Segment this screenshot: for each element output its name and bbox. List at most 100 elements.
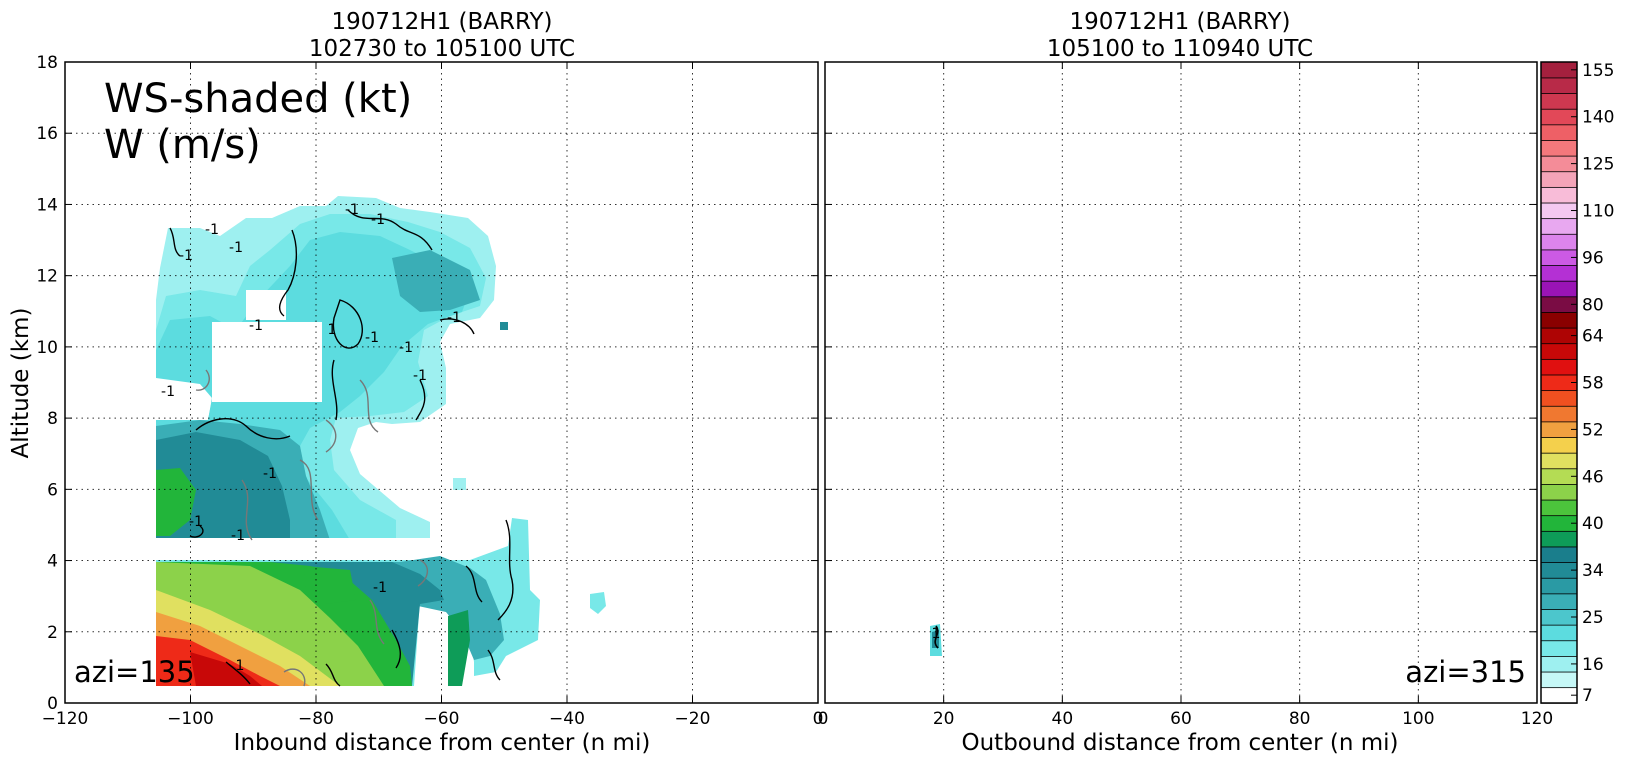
colorbar-tick-label: 52 — [1582, 420, 1604, 440]
w-contour — [487, 649, 501, 681]
colorbar-segment — [1540, 640, 1578, 657]
colorbar-segment — [1540, 264, 1578, 282]
w-contour — [189, 525, 204, 538]
w-contour — [391, 629, 402, 669]
right-x-axis-label: Outbound distance from center (n mi) — [962, 730, 1399, 756]
w-contour — [325, 419, 337, 453]
contour-label: -1 — [413, 368, 427, 384]
right-panel: 190712H1 (BARRY) 105100 to 110940 UTC — [930, 9, 1313, 656]
y-tick-label: 8 — [47, 409, 58, 429]
w-contour — [225, 661, 251, 685]
colorbar-segment — [1540, 624, 1578, 642]
isolated-fragment-3 — [500, 322, 508, 330]
x-tick-label: −20 — [675, 709, 711, 729]
contour-label: 1 — [236, 658, 245, 674]
w-contour — [299, 459, 319, 521]
y-tick-label: 6 — [47, 480, 58, 500]
isolated-fragment-1 — [590, 592, 606, 614]
w-contour — [195, 369, 210, 391]
w-contour — [325, 663, 341, 687]
colorbar-tick-label: 25 — [1582, 608, 1604, 628]
colorbar-tick-label: 40 — [1582, 514, 1604, 534]
w-contour — [417, 559, 428, 587]
colorbar-segment — [1540, 77, 1578, 94]
contour-label: 1 — [328, 322, 337, 338]
colorbar-tick-label: 16 — [1582, 655, 1604, 675]
w-contour — [278, 229, 298, 317]
colorbar-segment — [1540, 483, 1578, 501]
y-tick-label: 10 — [36, 338, 58, 358]
contour-label: -1 — [447, 310, 461, 326]
colorbar-segment — [1540, 124, 1578, 141]
w-contour — [241, 479, 253, 541]
contour-label: -1 — [231, 528, 245, 544]
colorbar-segment — [1540, 311, 1578, 329]
x-tick-label: −40 — [549, 709, 585, 729]
colorbar-segment — [1540, 233, 1578, 251]
x-tick-label: 20 — [933, 709, 955, 729]
right-azimuth-label: azi=315 — [1405, 655, 1526, 689]
colorbar-tick-label: 34 — [1582, 561, 1604, 581]
upper-cloud-teal-patch — [392, 250, 480, 312]
clear-gap-3 — [156, 538, 456, 556]
w-contour — [415, 379, 426, 421]
colorbar-segment — [1540, 436, 1578, 454]
x-tick-label: 0 — [813, 709, 824, 729]
colorbar-tick-label: 155 — [1582, 61, 1614, 81]
colorbar-segment — [1540, 593, 1578, 610]
colorbar-segment — [1540, 139, 1578, 157]
colorbar-tick-label: 110 — [1582, 202, 1614, 222]
contour-label: -1 — [399, 340, 413, 356]
x-tick-label-zero: 0 — [818, 709, 829, 729]
colorbar-segment — [1540, 530, 1578, 548]
left-azimuth-label: azi=135 — [74, 655, 195, 689]
x-tick-label: −80 — [298, 709, 334, 729]
contour-label: -1 — [249, 318, 263, 334]
left-windspeed-field — [156, 196, 606, 686]
upper-green-patch — [156, 468, 196, 536]
contour-label: -1 — [229, 240, 243, 256]
right-windspeed-field — [930, 624, 942, 656]
x-tick-label: −100 — [167, 709, 214, 729]
colorbar-segment — [1540, 577, 1578, 595]
w-contour — [332, 299, 363, 349]
colorbar-segment — [1540, 389, 1578, 407]
w-contour — [169, 227, 181, 257]
contour-label: -1 — [345, 202, 359, 218]
y-tick-label: 14 — [36, 195, 58, 215]
x-tick-label: −60 — [424, 709, 460, 729]
contour-label: -1 — [263, 466, 277, 482]
contour-label: -1 — [189, 514, 203, 530]
y-tick-label: 4 — [47, 552, 58, 572]
contour-label: -1 — [161, 384, 175, 400]
colorbar-tick-label: 125 — [1582, 155, 1614, 175]
isolated-fragment-2 — [453, 478, 466, 490]
w-contour — [369, 599, 385, 645]
left-title-line1: 190712H1 (BARRY) — [331, 9, 552, 35]
colorbar-segment — [1540, 343, 1578, 360]
w-contour — [465, 565, 483, 603]
x-tick-label: 100 — [1402, 709, 1434, 729]
w-contour — [347, 209, 433, 251]
w-contour — [283, 668, 306, 687]
left-annotation-line1: WS-shaded (kt) — [104, 76, 412, 122]
x-tick-label: 60 — [1170, 709, 1192, 729]
w-contour — [331, 359, 338, 421]
w-contour — [497, 519, 514, 621]
left-panel: 190712H1 (BARRY) 102730 to 105100 UTC — [156, 9, 606, 687]
w-contour — [439, 318, 475, 335]
y-tick-label: 2 — [47, 623, 58, 643]
right-title-line1: 190712H1 (BARRY) — [1069, 9, 1290, 35]
w-contour — [359, 379, 379, 433]
colorbar-segment — [1540, 280, 1578, 298]
colorbar-tick-label: 7 — [1582, 686, 1593, 706]
colorbar-tick-label: 96 — [1582, 248, 1604, 268]
contour-label: 1 — [932, 626, 941, 642]
colorbar-segment — [1540, 546, 1578, 563]
contour-label: -1 — [205, 222, 219, 238]
y-tick-label: 0 — [47, 694, 58, 714]
y-tick-label: 18 — [36, 53, 58, 73]
colorbar-segment — [1540, 405, 1578, 423]
colorbar-tick-label: 46 — [1582, 467, 1604, 487]
